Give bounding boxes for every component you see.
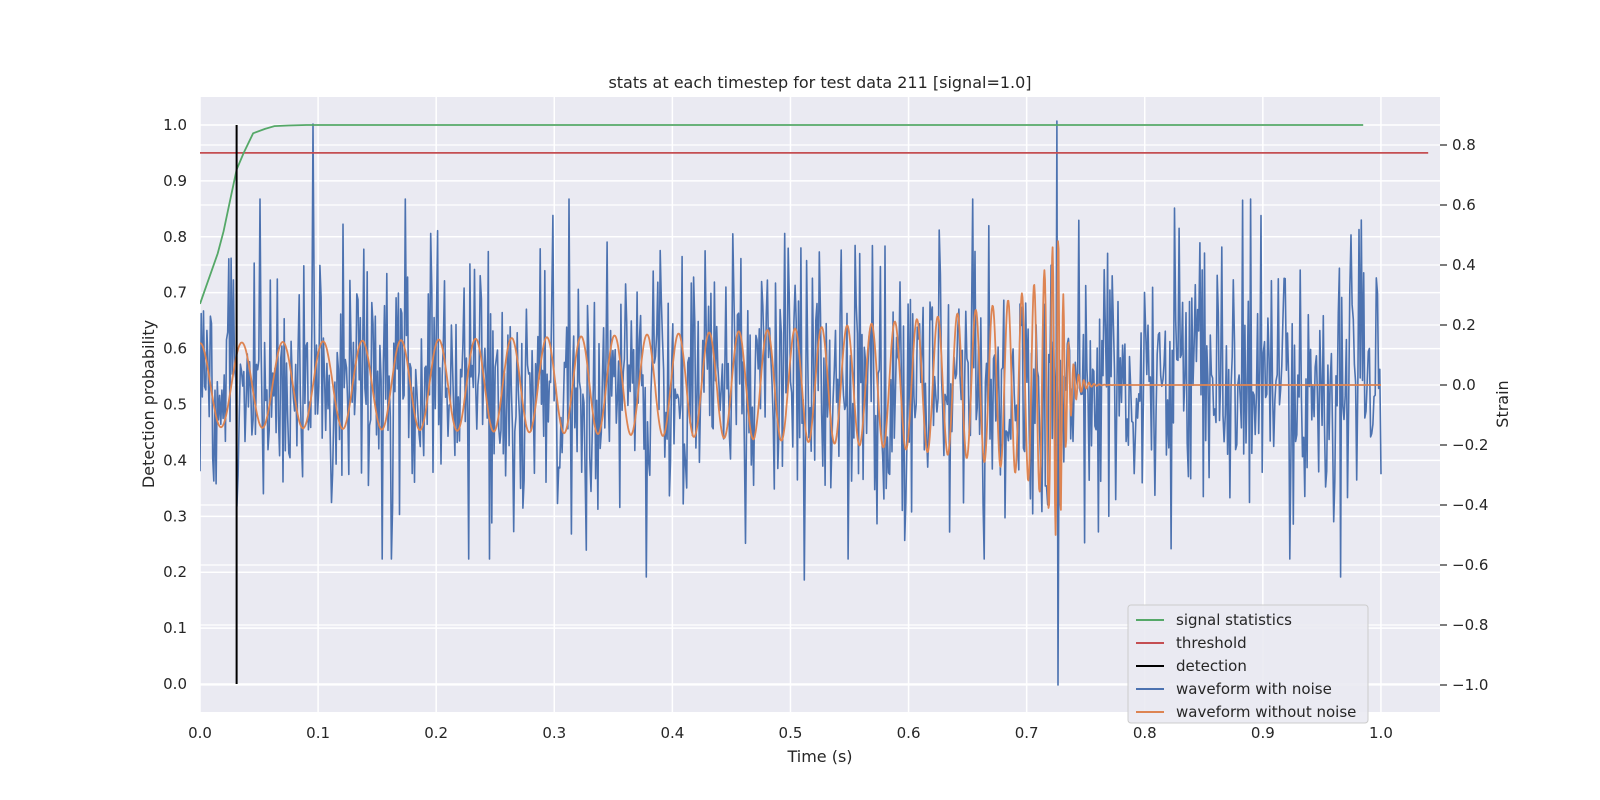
series-signal-statistics [200, 124, 1364, 305]
legend-label: waveform with noise [1176, 680, 1332, 698]
y2-tick-label: −0.6 [1452, 556, 1488, 574]
chart-title: stats at each timestep for test data 211… [608, 73, 1031, 92]
y2-tick-label: −1.0 [1452, 676, 1488, 694]
y2-tick-label: −0.8 [1452, 616, 1488, 634]
y-tick-label: 0.8 [163, 228, 187, 246]
x-tick-label: 0.3 [542, 724, 566, 742]
y2-tick-label: 0.4 [1452, 256, 1476, 274]
y2-tick-label: 0.0 [1452, 376, 1476, 394]
x-tick-label: 0.1 [306, 724, 330, 742]
y-tick-label: 0.9 [163, 172, 187, 190]
y-tick-label: 0.2 [163, 563, 187, 581]
x-tick-label: 0.2 [424, 724, 448, 742]
x-tick-label: 0.9 [1251, 724, 1275, 742]
y-axis-label: Detection probability [139, 320, 158, 488]
legend-label: detection [1176, 657, 1247, 675]
x-tick-label: 0.8 [1133, 724, 1157, 742]
y2-tick-label: −0.2 [1452, 436, 1488, 454]
x-tick-label: 0.4 [660, 724, 684, 742]
legend-box [1127, 604, 1369, 724]
x-tick-label: 0.0 [188, 724, 212, 742]
x-tick-label: 1.0 [1369, 724, 1393, 742]
series-waveform-with-noise [200, 120, 1382, 686]
x-tick-label: 0.7 [1015, 724, 1039, 742]
legend-label: signal statistics [1176, 611, 1292, 629]
y-tick-label: 0.3 [163, 507, 187, 525]
y-tick-label: 0.7 [163, 284, 187, 302]
series-layer [200, 120, 1429, 686]
y-tick-label: 0.1 [163, 619, 187, 637]
y2-tick-label: 0.8 [1452, 136, 1476, 154]
y-tick-label: 0.0 [163, 675, 187, 693]
y-tick-label: 0.4 [163, 451, 187, 469]
y2-tick-label: 0.6 [1452, 196, 1476, 214]
y-tick-label: 0.5 [163, 396, 187, 414]
y2-tick-label: −0.4 [1452, 496, 1488, 514]
y2-tick-labels: −1.0 −0.8 −0.6 −0.4 −0.2 0.0 0.2 0.4 0.6 0.8 [1440, 136, 1488, 694]
legend: signal statistics threshold detection wavef… [1127, 604, 1369, 724]
y2-axis-label: Strain [1493, 380, 1512, 427]
y-tick-labels: 0.0 0.1 0.2 0.3 0.4 0.5 0.6 0.7 0.8 0.9 1.0 [163, 116, 187, 693]
legend-label: threshold [1176, 634, 1247, 652]
legend-label: waveform without noise [1176, 703, 1356, 721]
series-waveform-without-noise [200, 240, 1382, 536]
y-tick-label: 1.0 [163, 116, 187, 134]
x-axis-label: Time (s) [786, 747, 852, 766]
y-tick-label: 0.6 [163, 340, 187, 358]
x-tick-label: 0.6 [897, 724, 921, 742]
x-tick-label: 0.5 [779, 724, 803, 742]
y2-tick-label: 0.2 [1452, 316, 1476, 334]
x-tick-labels: 0.0 0.1 0.2 0.3 0.4 0.5 0.6 0.7 0.8 0.9 1.0 [188, 724, 1393, 742]
